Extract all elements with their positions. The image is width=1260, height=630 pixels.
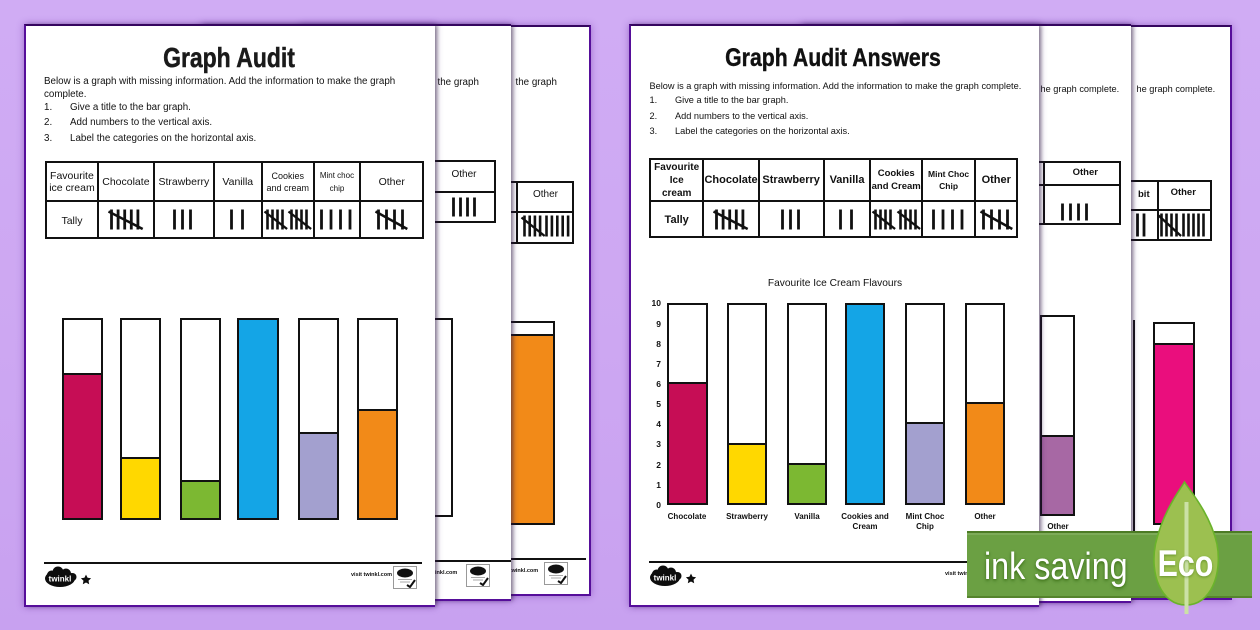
svg-text:twinkl: twinkl xyxy=(49,575,72,584)
svg-text:twinkl: twinkl xyxy=(654,574,677,583)
